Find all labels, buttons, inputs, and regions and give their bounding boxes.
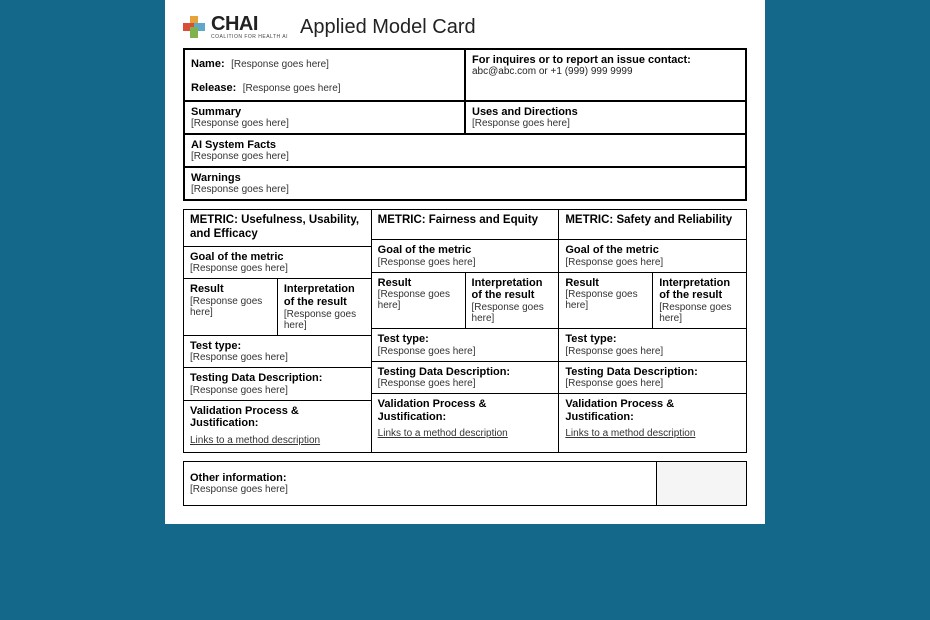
page-title: Applied Model Card bbox=[300, 16, 476, 39]
metric-title: METRIC: Usefulness, Usability, and Effic… bbox=[184, 210, 371, 247]
metric-goal: Goal of the metric[Response goes here] bbox=[559, 240, 746, 273]
release-label: Release: bbox=[191, 82, 236, 94]
uses-cell: Uses and Directions [Response goes here] bbox=[465, 101, 746, 134]
logo-tagline: COALITION FOR HEALTH AI bbox=[211, 34, 288, 40]
contact-value: abc@abc.com or +1 (999) 999 9999 bbox=[472, 66, 739, 77]
metric-title: METRIC: Fairness and Equity bbox=[372, 210, 559, 240]
metric-validation: Validation Process & Justification:Links… bbox=[372, 394, 559, 445]
metric-result: Result[Response goes here] bbox=[372, 273, 466, 328]
metric-test-type: Test type:[Response goes here] bbox=[559, 329, 746, 362]
validation-link[interactable]: Links to a method description bbox=[378, 428, 508, 439]
metric-result: Result[Response goes here] bbox=[559, 273, 653, 328]
logo-text: CHAI bbox=[211, 14, 288, 34]
metric-title: METRIC: Safety and Reliability bbox=[559, 210, 746, 240]
plus-icon bbox=[183, 16, 205, 38]
release-value: [Response goes here] bbox=[243, 83, 341, 94]
other-value: [Response goes here] bbox=[190, 484, 650, 495]
uses-value: [Response goes here] bbox=[472, 118, 739, 129]
info-block: Name: [Response goes here] Release: [Res… bbox=[183, 48, 747, 201]
metric-interpretation: Interpretation of the result[Response go… bbox=[653, 273, 746, 328]
summary-label: Summary bbox=[191, 106, 458, 118]
validation-link[interactable]: Links to a method description bbox=[190, 435, 320, 446]
facts-cell: AI System Facts [Response goes here] bbox=[184, 134, 746, 167]
metric-test-type: Test type:[Response goes here] bbox=[372, 329, 559, 362]
model-card-page: CHAI COALITION FOR HEALTH AI Applied Mod… bbox=[165, 0, 765, 524]
metric-result-row: Result[Response goes here]Interpretation… bbox=[184, 279, 371, 335]
name-release-cell: Name: [Response goes here] Release: [Res… bbox=[184, 49, 465, 101]
metric-goal: Goal of the metric[Response goes here] bbox=[372, 240, 559, 273]
summary-value: [Response goes here] bbox=[191, 118, 458, 129]
metric-result-row: Result[Response goes here]Interpretation… bbox=[372, 273, 559, 329]
metric-data-desc: Testing Data Description:[Response goes … bbox=[184, 368, 371, 401]
name-value: [Response goes here] bbox=[231, 59, 329, 70]
metrics-grid: METRIC: Usefulness, Usability, and Effic… bbox=[183, 209, 747, 453]
header: CHAI COALITION FOR HEALTH AI Applied Mod… bbox=[183, 14, 747, 40]
facts-label: AI System Facts bbox=[191, 139, 739, 151]
metric-column: METRIC: Usefulness, Usability, and Effic… bbox=[184, 210, 372, 452]
metric-column: METRIC: Safety and ReliabilityGoal of th… bbox=[559, 210, 746, 452]
metric-column: METRIC: Fairness and EquityGoal of the m… bbox=[372, 210, 560, 452]
metric-data-desc: Testing Data Description:[Response goes … bbox=[559, 362, 746, 395]
metric-interpretation: Interpretation of the result[Response go… bbox=[466, 273, 559, 328]
name-label: Name: bbox=[191, 58, 225, 70]
metric-interpretation: Interpretation of the result[Response go… bbox=[278, 279, 371, 334]
metric-test-type: Test type:[Response goes here] bbox=[184, 336, 371, 369]
uses-label: Uses and Directions bbox=[472, 106, 739, 118]
warnings-label: Warnings bbox=[191, 172, 739, 184]
other-sidebar bbox=[656, 462, 746, 505]
warnings-cell: Warnings [Response goes here] bbox=[184, 167, 746, 200]
validation-link[interactable]: Links to a method description bbox=[565, 428, 695, 439]
metric-result: Result[Response goes here] bbox=[184, 279, 278, 334]
metric-result-row: Result[Response goes here]Interpretation… bbox=[559, 273, 746, 329]
other-block: Other information: [Response goes here] bbox=[183, 461, 747, 506]
metric-validation: Validation Process & Justification:Links… bbox=[184, 401, 371, 452]
metric-validation: Validation Process & Justification:Links… bbox=[559, 394, 746, 445]
facts-value: [Response goes here] bbox=[191, 151, 739, 162]
contact-label: For inquires or to report an issue conta… bbox=[472, 54, 739, 66]
summary-cell: Summary [Response goes here] bbox=[184, 101, 465, 134]
other-label: Other information: bbox=[190, 472, 650, 484]
contact-cell: For inquires or to report an issue conta… bbox=[465, 49, 746, 101]
metric-goal: Goal of the metric[Response goes here] bbox=[184, 247, 371, 280]
metric-data-desc: Testing Data Description:[Response goes … bbox=[372, 362, 559, 395]
warnings-value: [Response goes here] bbox=[191, 184, 739, 195]
chai-logo: CHAI COALITION FOR HEALTH AI bbox=[183, 14, 288, 40]
